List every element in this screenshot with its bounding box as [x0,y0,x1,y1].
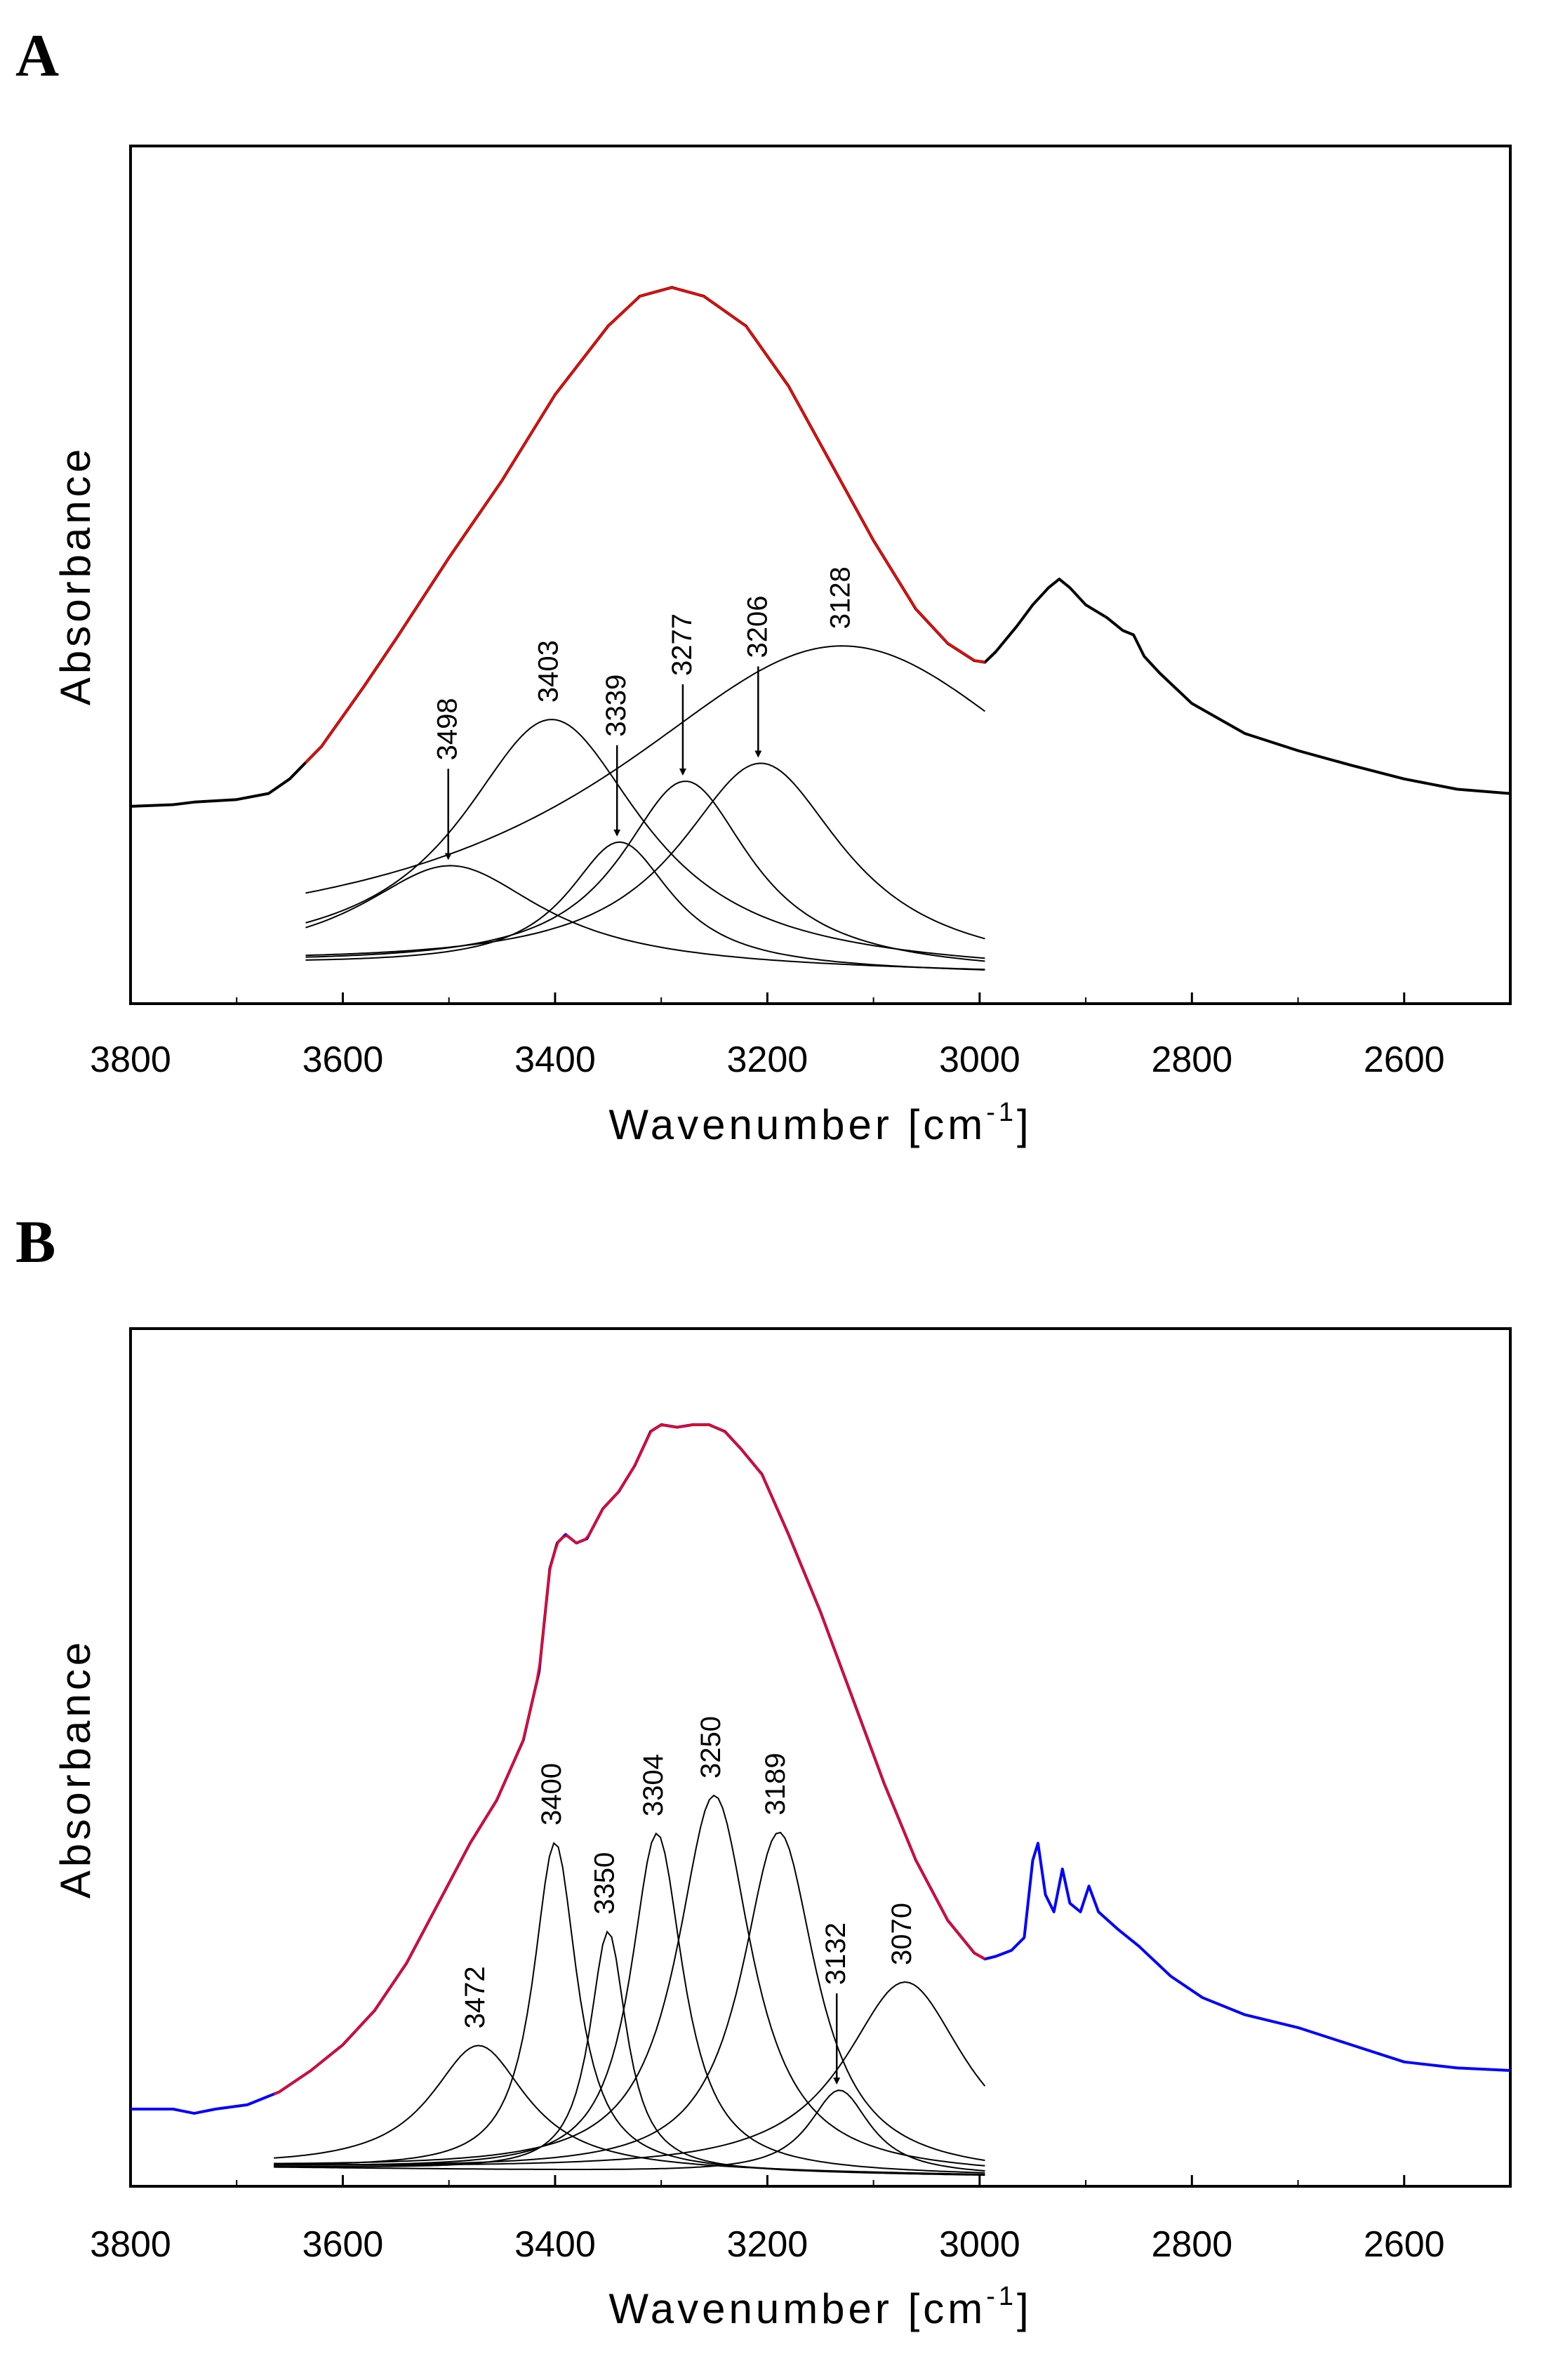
panel-a-letter: A [15,22,59,89]
panel-a-component-curve [305,865,985,971]
panel-a-plot-area: 3498 3403 3339 3277 3206 3128 [130,286,1511,971]
panel-b-x-tick-label: 3000 [939,2224,1020,2265]
panel-a-peak-label: 3339 [601,674,632,737]
panel-b-fit-curve [273,1423,986,2095]
panel-a-x-axis-title: Wavenumber [cm-1] [608,1098,1032,1148]
panel-b-component-curve [274,1842,985,2176]
panel-b-peak-label: 3472 [460,1966,491,2028]
panel-b-x-tick-label: 3800 [90,2224,171,2265]
panel-b-x-axis-title-sup: -1 [986,2282,1017,2311]
panel-b-x-axis-title-main: Wavenumber [cm [608,2285,986,2332]
panel-b-component-curve [274,2089,985,2172]
panel-b-plot-frame [129,1327,1512,2188]
panel-b-component-curve [274,1831,985,2166]
panel-b-spectrum-line [131,1423,1511,2115]
panel-b-peak-label: 3400 [536,1763,567,1826]
panel-b-peak-label: 3189 [760,1753,791,1815]
panel-a: A 3800 3600 3400 3200 3000 2800 2600 Wavenumbe… [15,22,1512,1148]
panel-b-peak-label: 3132 [820,1922,851,1985]
panel-a-x-axis-title-main: Wavenumber [cm [608,1101,986,1148]
panel-a-x-tick-label: 3200 [727,1039,808,1080]
panel-b-x-tick-label: 2600 [1364,2224,1445,2265]
panel-b-peak-label: 3070 [886,1903,917,1965]
panel-a-x-axis: 3800 3600 3400 3200 3000 2800 2600 [90,992,1445,1080]
panel-b-x-tick-label: 2800 [1151,2224,1232,2265]
panel-a-peak-label: 3403 [533,640,564,703]
panel-b-x-axis-title: Wavenumber [cm-1] [608,2282,1032,2332]
panel-a-x-tick-label: 3600 [302,1039,384,1080]
panel-a-peak-label: 3128 [825,566,856,629]
panel-a-x-tick-label: 3400 [514,1039,596,1080]
panel-a-x-tick-label: 3800 [90,1039,171,1080]
panel-b-component-curve [274,1794,985,2167]
panel-b-x-axis: 3800 3600 3400 3200 3000 2800 2600 [90,2175,1445,2265]
panel-b-peak-label: 3250 [696,1716,726,1779]
panel-a-peak-label: 3206 [742,596,773,658]
panel-b-component-curve [274,2045,985,2175]
panel-a-x-axis-title-suffix: ] [1017,1101,1032,1148]
panel-b-component-curve [274,1981,986,2166]
panel-b-x-tick-label: 3200 [727,2224,808,2265]
panel-a-component-curve [305,645,985,894]
panel-a-component-curve [305,719,985,959]
panel-a-peak-label: 3277 [667,613,698,676]
panel-b-x-axis-title-suffix: ] [1017,2285,1032,2332]
panel-a-spectrum-line [130,286,1511,808]
panel-a-y-axis-title: Absorbance [52,446,99,705]
panel-b-peak-label: 3350 [590,1852,620,1915]
panel-a-x-axis-title-sup: -1 [986,1098,1017,1127]
panel-a-x-tick-label: 2800 [1151,1039,1232,1080]
panel-a-fit-curve [305,286,985,764]
panel-a-plot-frame [129,145,1512,1005]
panel-a-component-curve [305,780,985,962]
panel-a-component-curve [305,762,985,957]
panel-b: B 3800 3600 3400 3200 3000 2800 2600 Wavenumbe… [15,1208,1512,2332]
panel-a-peak-label: 3498 [432,698,463,760]
panel-a-x-tick-label: 2600 [1364,1039,1445,1080]
panel-b-y-axis-title: Absorbance [52,1639,99,1899]
panel-b-plot-area: 3472 3400 3350 3304 3250 3189 3132 3070 [131,1423,1511,2176]
panel-b-component-curve [274,1930,985,2176]
panel-b-letter: B [15,1208,55,1275]
panel-a-x-tick-label: 3000 [939,1039,1020,1080]
panel-b-x-tick-label: 3600 [302,2224,384,2265]
panel-b-peak-label: 3304 [638,1754,669,1816]
panel-a-component-curve [305,841,985,971]
panel-b-x-tick-label: 3400 [514,2224,596,2265]
